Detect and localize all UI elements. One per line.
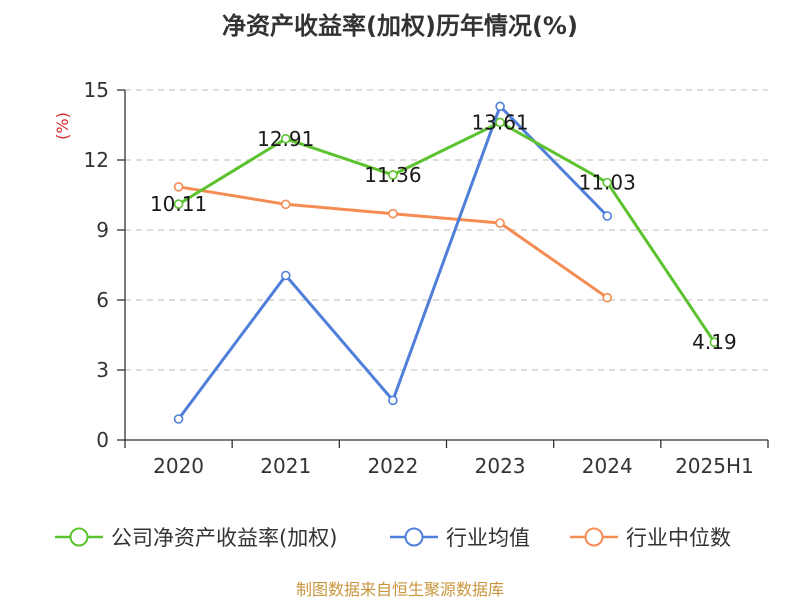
source-note: 制图数据来自恒生聚源数据库 <box>296 580 504 599</box>
x-tick-label: 2025H1 <box>675 454 754 478</box>
data-point <box>173 182 184 192</box>
legend-label: 公司净资产收益率(加权) <box>111 526 337 550</box>
y-tick-label: 9 <box>96 218 109 242</box>
data-label: 4.19 <box>692 330 737 354</box>
legend-label: 行业均值 <box>446 526 530 550</box>
data-point <box>602 292 613 303</box>
data-point <box>280 270 291 281</box>
x-tick-label: 2022 <box>367 454 418 478</box>
x-tick-label: 2024 <box>582 454 633 478</box>
data-label: 13.61 <box>471 110 528 134</box>
y-tick-label: 12 <box>84 148 109 172</box>
data-point <box>495 117 505 128</box>
y-tick-label: 6 <box>96 288 109 312</box>
data-point <box>280 199 291 210</box>
data-label: 12.91 <box>257 127 314 151</box>
data-point <box>388 170 398 180</box>
data-point <box>280 133 291 144</box>
legend[interactable]: 公司净资产收益率(加权) 行业均值 行业中位数 <box>55 526 731 550</box>
data-label: 11.03 <box>579 171 636 195</box>
series-line <box>178 185 609 299</box>
data-point <box>602 177 613 188</box>
grid-lines <box>125 89 768 371</box>
y-tick-label: 15 <box>84 78 109 102</box>
legend-item-1[interactable]: 行业均值 <box>390 526 530 550</box>
x-tick-label: 2020 <box>153 454 204 478</box>
series-line <box>177 120 716 344</box>
y-axis-label: (%) <box>53 112 72 140</box>
data-label: 11.36 <box>364 163 421 187</box>
y-tick-label: 3 <box>96 358 109 382</box>
data-label: 10.11 <box>150 192 207 216</box>
legend-item-2[interactable]: 行业中位数 <box>570 526 731 550</box>
data-point <box>173 199 184 209</box>
series-2 <box>173 182 613 303</box>
legend-label: 行业中位数 <box>626 526 731 550</box>
axes: 0 3 6 9 12 15 2020 2021 2022 2023 2024 2025H1 <box>84 78 769 478</box>
legend-marker <box>404 527 424 547</box>
legend-marker <box>69 527 89 547</box>
series-line <box>177 104 609 420</box>
data-point <box>709 337 720 348</box>
data-point <box>495 101 505 112</box>
legend-marker <box>584 527 604 547</box>
chart-title: 净资产收益率(加权)历年情况(%) <box>222 12 578 40</box>
data-point <box>173 414 184 424</box>
y-tick-label: 0 <box>96 428 109 452</box>
x-tick-label: 2023 <box>475 454 526 478</box>
legend-item-0[interactable]: 公司净资产收益率(加权) <box>55 526 337 550</box>
data-point <box>495 218 505 228</box>
data-point <box>388 395 398 406</box>
series-0 <box>173 117 720 348</box>
x-tick-label: 2021 <box>260 454 311 478</box>
data-point <box>388 208 398 219</box>
data-labels: 10.11 12.91 11.36 13.61 11.03 4.19 <box>150 110 737 354</box>
series-1 <box>173 101 613 424</box>
series-layer: 10.11 12.91 11.36 13.61 11.03 4.19 <box>150 101 737 424</box>
data-point <box>602 211 613 221</box>
